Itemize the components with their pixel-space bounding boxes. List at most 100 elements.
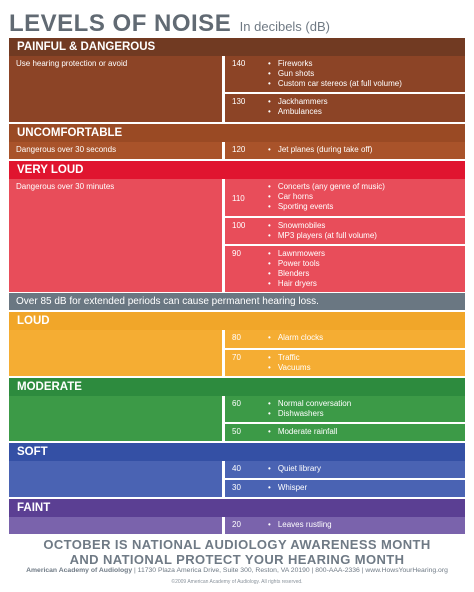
organization-name: American Academy of Audiology: [26, 567, 133, 574]
painful-note: Use hearing protection or avoid: [9, 56, 222, 122]
list-item: • Moderate rainfall: [268, 427, 338, 436]
list-item: • Blenders: [268, 269, 310, 278]
level-50: 50 • Moderate rainfall: [225, 424, 465, 441]
divider: [225, 216, 465, 218]
level-40: 40 • Quiet library: [225, 461, 465, 478]
copyright: ©2009 American Academy of Audiology. All…: [171, 579, 303, 585]
header-moderate: MODERATE: [9, 378, 465, 396]
db-value: 30: [232, 483, 241, 492]
list-item: • Ambulances: [268, 107, 322, 116]
db-value: 60: [232, 399, 241, 408]
db-value: 20: [232, 520, 241, 529]
list-item: • Traffic: [268, 353, 300, 362]
level-130: 130 • Jackhammers • Ambulances: [225, 94, 465, 122]
level-80: 80 • Alarm clocks: [225, 330, 465, 348]
divider: [225, 244, 465, 246]
list-item: • Whisper: [268, 483, 308, 492]
list-item: • Quiet library: [268, 464, 321, 473]
list-item: • Custom car stereos (at full volume): [268, 79, 402, 88]
section-faint: 20 • Leaves rustling: [9, 517, 465, 534]
list-item: • Car horns: [268, 192, 313, 201]
contact-details: | 11730 Plaza America Drive, Suite 300, …: [132, 567, 448, 574]
sound-list: • Whisper: [268, 483, 307, 493]
level-120: 120 • Jet planes (during take off): [225, 142, 465, 159]
db-value: 130: [232, 97, 246, 106]
level-90: 90 • Lawnmowers • Power tools • Blenders • H…: [225, 246, 465, 292]
header-loud: LOUD: [9, 312, 465, 330]
faint-left-panel: [9, 517, 222, 534]
loud-left-panel: [9, 330, 222, 376]
sound-list: • Moderate rainfall: [268, 427, 337, 437]
title-main: LEVELS OF NOISE: [9, 10, 232, 37]
hearing-loss-note: Over 85 dB for extended periods can caus…: [9, 293, 465, 310]
title-subtitle: In decibels (dB): [239, 19, 330, 34]
awareness-banner: OCTOBER IS NATIONAL AUDIOLOGY AWARENESS …: [0, 537, 474, 567]
sound-list: • Jackhammers • Ambulances: [268, 97, 328, 117]
section-uncomfortable: Dangerous over 30 seconds 120 • Jet plane…: [9, 142, 465, 159]
list-item: • Vacuums: [268, 363, 311, 372]
header-painful: PAINFUL & DANGEROUS: [9, 38, 465, 56]
sound-list: • Quiet library: [268, 464, 321, 474]
list-item: • Dishwashers: [268, 409, 324, 418]
list-item: • Normal conversation: [268, 399, 352, 408]
level-140: 140 • Fireworks • Gun shots • Custom car st…: [225, 56, 465, 92]
soft-left-panel: [9, 461, 222, 497]
list-item: • Concerts (any genre of music): [268, 182, 385, 191]
sound-list: • Lawnmowers • Power tools • Blenders • Hair…: [268, 249, 325, 289]
section-loud: 80 • Alarm clocks 70 • Traffic • Vacuums: [9, 330, 465, 376]
contact-line: American Academy of Audiology | 11730 Pl…: [0, 567, 474, 574]
list-item: • Jackhammers: [268, 97, 328, 106]
sound-list: • Concerts (any genre of music) • Car horn…: [268, 182, 385, 212]
list-item: • MP3 players (at full volume): [268, 231, 377, 240]
list-item: • Gun shots: [268, 69, 315, 78]
level-110: 110 • Concerts (any genre of music) • Car …: [225, 179, 465, 216]
list-item: • Hair dryers: [268, 279, 317, 288]
sound-list: • Leaves rustling: [268, 520, 332, 530]
sound-list: • Traffic • Vacuums: [268, 353, 311, 373]
list-item: • Jet planes (during take off): [268, 145, 373, 154]
banner-line-1: OCTOBER IS NATIONAL AUDIOLOGY AWARENESS …: [43, 537, 431, 552]
list-item: • Sporting events: [268, 202, 334, 211]
divider: [225, 92, 465, 94]
db-value: 110: [232, 194, 245, 203]
header-very-loud: VERY LOUD: [9, 161, 465, 179]
level-30: 30 • Whisper: [225, 480, 465, 497]
section-soft: 40 • Quiet library 30 • Whisper: [9, 461, 465, 497]
list-item: • Snowmobiles: [268, 221, 326, 230]
level-20: 20 • Leaves rustling: [225, 517, 465, 534]
level-60: 60 • Normal conversation • Dishwashers: [225, 396, 465, 422]
db-value: 90: [232, 249, 241, 258]
moderate-left-panel: [9, 396, 222, 441]
db-value: 70: [232, 353, 241, 362]
very-loud-note: Dangerous over 30 minutes: [9, 179, 222, 292]
list-item: • Leaves rustling: [268, 520, 332, 529]
db-value: 100: [232, 221, 246, 230]
level-100: 100 • Snowmobiles • MP3 players (at full v…: [225, 218, 465, 244]
list-item: • Power tools: [268, 259, 320, 268]
header-soft: SOFT: [9, 443, 465, 461]
db-value: 40: [232, 464, 241, 473]
sound-list: • Fireworks • Gun shots • Custom car stereo…: [268, 59, 402, 89]
list-item: • Fireworks: [268, 59, 313, 68]
sound-list: • Normal conversation • Dishwashers: [268, 399, 351, 419]
db-value: 50: [232, 427, 241, 436]
sound-list: • Snowmobiles • MP3 players (at full volum…: [268, 221, 377, 241]
divider: [225, 422, 465, 424]
db-value: 80: [232, 333, 241, 342]
db-value: 140: [232, 59, 246, 68]
uncomfortable-note: Dangerous over 30 seconds: [9, 142, 222, 159]
section-painful: Use hearing protection or avoid 140 • Fir…: [9, 56, 465, 122]
sound-list: • Alarm clocks: [268, 333, 323, 343]
divider: [225, 478, 465, 480]
divider: [225, 348, 465, 350]
sound-list: • Jet planes (during take off): [268, 145, 372, 155]
banner-line-2: AND NATIONAL PROTECT YOUR HEARING MONTH: [69, 552, 405, 567]
section-moderate: 60 • Normal conversation • Dishwashers 50 …: [9, 396, 465, 441]
list-item: • Alarm clocks: [268, 333, 324, 342]
level-70: 70 • Traffic • Vacuums: [225, 350, 465, 376]
list-item: • Lawnmowers: [268, 249, 325, 258]
section-very-loud: Dangerous over 30 minutes 110 • Concerts …: [9, 179, 465, 292]
page-title: LEVELS OF NOISE In decibels (dB): [9, 10, 330, 37]
header-faint: FAINT: [9, 499, 465, 517]
db-value: 120: [232, 145, 246, 154]
